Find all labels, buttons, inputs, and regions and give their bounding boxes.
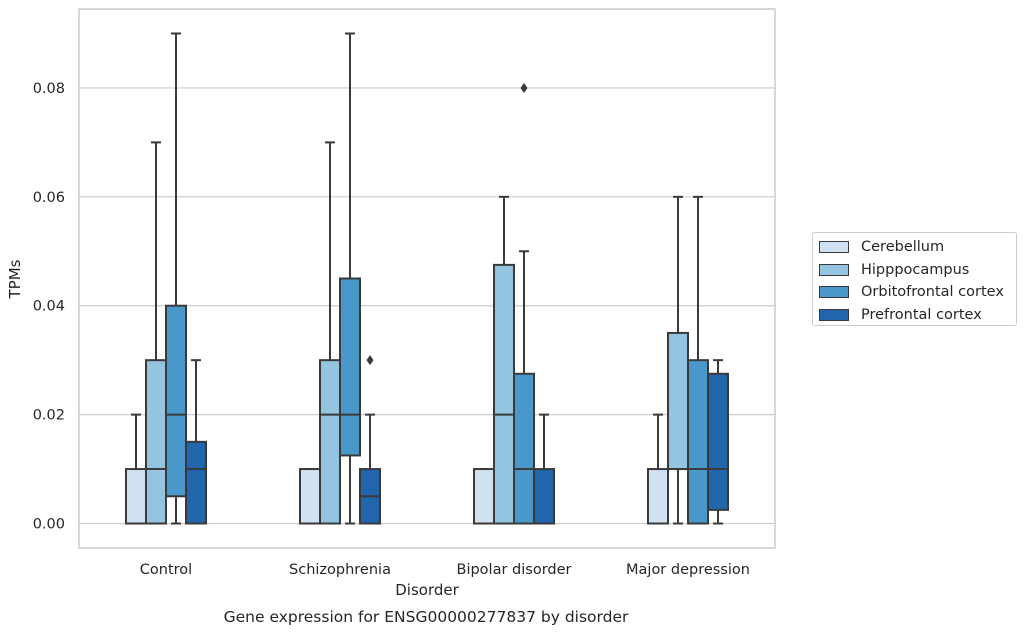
x-tick-label: Major depression <box>626 562 750 578</box>
box-iqr <box>533 468 555 525</box>
legend-label: Orbitofrontal cortex <box>861 284 1004 301</box>
box-4 <box>533 413 555 525</box>
x-axis-label: Disorder <box>395 581 459 599</box>
box-4 <box>707 359 729 525</box>
box-iqr <box>185 440 207 525</box>
legend-swatch <box>819 263 849 276</box>
x-tick-label: Control <box>140 562 192 578</box>
y-tick-label: 0.04 <box>33 299 65 315</box>
y-tick-label: 0.08 <box>33 81 65 97</box>
x-tick-label: Bipolar disorder <box>457 562 572 578</box>
box-2 <box>319 141 341 525</box>
y-axis-label: TPMs <box>6 259 24 299</box>
box-1 <box>125 413 147 525</box>
box-3 <box>687 195 709 525</box>
box-iqr <box>667 331 689 471</box>
legend-item: Prefrontal cortex <box>819 304 1016 327</box>
legend-swatch <box>819 241 849 254</box>
box-iqr <box>319 359 341 525</box>
box-2 <box>145 141 167 525</box>
box-1 <box>473 468 495 525</box>
box-2 <box>493 195 515 525</box>
legend-item: Cerebellum <box>819 236 1016 259</box>
box-1 <box>299 468 321 525</box>
box-iqr <box>165 304 187 498</box>
box-iqr <box>513 372 535 525</box>
y-tick-label: 0.00 <box>33 517 65 533</box>
box-iqr <box>125 468 147 525</box>
legend-item: Hipppocampus <box>819 259 1016 282</box>
box-iqr <box>299 468 321 525</box>
x-tick-labels: Control Schizophrenia Bipolar disorder Majo… <box>140 562 750 578</box>
y-tick-labels: 0.00 0.02 0.04 0.06 0.08 <box>33 81 65 533</box>
box-iqr <box>493 263 515 525</box>
boxes-layer <box>125 32 729 525</box>
plot-frame <box>78 8 776 549</box>
box-iqr <box>707 372 729 511</box>
box-3 <box>513 82 535 525</box>
box-4 <box>185 359 207 525</box>
legend-label: Cerebellum <box>861 239 945 256</box>
chart-title: Gene expression for ENSG00000277837 by d… <box>224 608 629 626</box>
legend-item: Orbitofrontal cortex <box>819 281 1016 304</box>
box-iqr <box>339 277 361 457</box>
box-4 <box>359 355 381 525</box>
box-2 <box>667 195 689 525</box>
y-tick-label: 0.02 <box>33 408 65 424</box>
outlier-marker <box>366 355 374 366</box>
box-iqr <box>145 359 167 525</box>
y-tick-label: 0.06 <box>33 190 65 206</box>
box-1 <box>647 413 669 525</box>
legend-label: Hipppocampus <box>861 261 970 278</box>
box-3 <box>165 32 187 525</box>
legend: Cerebellum Hipppocampus Orbitofrontal cort… <box>812 232 1017 326</box>
outlier-marker <box>520 82 528 93</box>
box-iqr <box>473 468 495 525</box>
box-iqr <box>687 359 709 525</box>
x-tick-label: Schizophrenia <box>289 562 391 578</box>
legend-swatch <box>819 308 849 321</box>
legend-swatch <box>819 286 849 299</box>
box-iqr <box>647 468 669 525</box>
box-3 <box>339 32 361 525</box>
legend-label: Prefrontal cortex <box>861 306 982 323</box>
